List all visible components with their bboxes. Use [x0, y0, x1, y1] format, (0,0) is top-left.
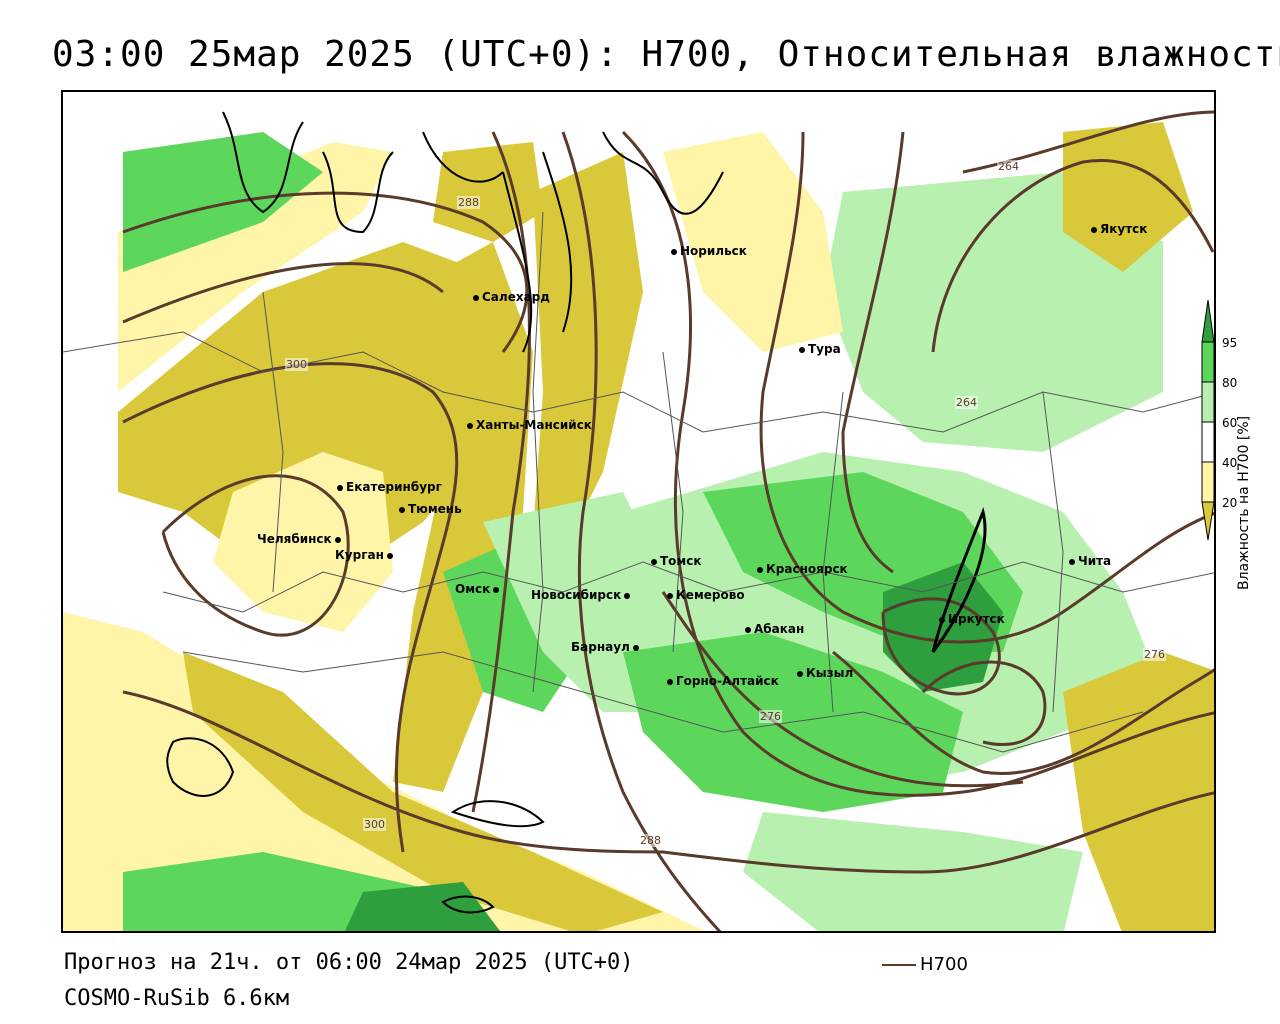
- city-dot-icon: [467, 422, 473, 429]
- city-label: Иркутск: [948, 612, 1005, 626]
- city-marker: Абакан: [745, 622, 804, 636]
- contour-label: 288: [457, 196, 480, 209]
- colorbar-band: [1201, 461, 1215, 503]
- colorbar-tick: 60: [1222, 416, 1238, 430]
- colorbar-band: [1201, 421, 1215, 463]
- city-label: Кемерово: [676, 588, 745, 602]
- city-dot-icon: [337, 484, 343, 491]
- city-dot-icon: [667, 678, 673, 685]
- contour-label: 300: [363, 818, 386, 831]
- city-marker: Курган: [335, 548, 396, 562]
- city-marker: Иркутск: [939, 612, 1005, 626]
- contour-label: 264: [997, 160, 1020, 173]
- humidity-shading: [63, 122, 1214, 931]
- city-label: Кызыл: [806, 666, 854, 680]
- contour-label: 300: [285, 358, 308, 371]
- humidity-field: [63, 110, 1214, 931]
- city-dot-icon: [386, 552, 393, 559]
- contour-line-icon: [882, 964, 916, 966]
- city-marker: Екатеринбург: [337, 480, 442, 494]
- city-label: Тюмень: [408, 502, 462, 516]
- city-marker: Новосибирск: [531, 588, 633, 602]
- colorbar-title: Влажность на H700 [%]: [1236, 415, 1252, 590]
- city-label: Красноярск: [766, 562, 848, 576]
- city-label: Ханты-Мансийск: [476, 418, 592, 432]
- model-name: COSMO-RuSib 6.6км: [64, 986, 290, 1011]
- city-dot-icon: [667, 592, 673, 599]
- city-dot-icon: [1069, 558, 1075, 565]
- city-label: Челябинск: [257, 532, 332, 546]
- city-marker: Кызыл: [797, 666, 853, 680]
- city-dot-icon: [632, 644, 639, 651]
- city-dot-icon: [745, 626, 751, 633]
- city-dot-icon: [624, 592, 631, 599]
- colorbar-bottom-arrow: [1201, 501, 1215, 541]
- colorbar-tick: 80: [1222, 376, 1238, 390]
- city-label: Екатеринбург: [346, 480, 442, 494]
- city-label: Барнаул: [571, 640, 630, 654]
- forecast-info: Прогноз на 21ч. от 06:00 24мар 2025 (UTC…: [64, 950, 634, 975]
- colorbar-tick: 95: [1222, 336, 1238, 350]
- colorbar-top-arrow: [1201, 300, 1215, 343]
- city-dot-icon: [799, 346, 805, 353]
- city-label: Горно-Алтайск: [676, 674, 779, 688]
- city-marker: Тюмень: [399, 502, 462, 516]
- contour-key: H700: [882, 954, 968, 975]
- city-marker: Ханты-Мансийск: [467, 418, 592, 432]
- city-dot-icon: [797, 670, 803, 677]
- colorbar-band: [1201, 341, 1215, 383]
- humidity-colorbar: [1201, 300, 1215, 541]
- city-marker: Омск: [455, 582, 502, 596]
- city-label: Тура: [808, 342, 841, 356]
- city-label: Томск: [660, 554, 702, 568]
- contour-label: 264: [955, 396, 978, 409]
- city-marker: Якутск: [1091, 222, 1147, 236]
- city-marker: Красноярск: [757, 562, 848, 576]
- city-dot-icon: [939, 616, 945, 623]
- colorbar-tick: 20: [1222, 496, 1238, 510]
- city-dot-icon: [334, 536, 341, 543]
- city-dot-icon: [473, 294, 479, 301]
- city-marker: Салехард: [473, 290, 550, 304]
- city-dot-icon: [1091, 226, 1097, 233]
- city-marker: Чита: [1069, 554, 1111, 568]
- city-dot-icon: [399, 506, 405, 513]
- page-title: 03:00 25мар 2025 (UTC+0): H700, Относите…: [52, 34, 1280, 75]
- region-borders: [63, 211, 1214, 753]
- coastline-outlines: [166, 111, 987, 914]
- city-label: Курган: [335, 548, 384, 562]
- city-label: Якутск: [1100, 222, 1148, 236]
- city-label: Норильск: [680, 244, 747, 258]
- colorbar-tick: 40: [1222, 456, 1238, 470]
- city-dot-icon: [493, 586, 500, 593]
- city-label: Новосибирск: [531, 588, 622, 602]
- city-marker: Барнаул: [571, 640, 642, 654]
- city-marker: Челябинск: [257, 532, 344, 546]
- city-dot-icon: [651, 558, 657, 565]
- colorbar-band: [1201, 381, 1215, 423]
- city-label: Омск: [455, 582, 491, 596]
- city-dot-icon: [757, 566, 763, 573]
- city-marker: Томск: [651, 554, 702, 568]
- contour-label: 276: [1143, 648, 1166, 661]
- contour-label: 276: [759, 710, 782, 723]
- contour-key-label: H700: [920, 954, 968, 975]
- city-marker: Кемерово: [667, 588, 745, 602]
- city-label: Салехард: [482, 290, 550, 304]
- city-dot-icon: [671, 248, 677, 255]
- forecast-map[interactable]: 264 288 300 264 276 276 300 288 Якутск Н…: [61, 90, 1216, 933]
- city-marker: Тура: [799, 342, 841, 356]
- city-marker: Норильск: [671, 244, 747, 258]
- city-label: Чита: [1078, 554, 1112, 568]
- contour-label: 288: [639, 834, 662, 847]
- city-label: Абакан: [754, 622, 805, 636]
- city-marker: Горно-Алтайск: [667, 674, 779, 688]
